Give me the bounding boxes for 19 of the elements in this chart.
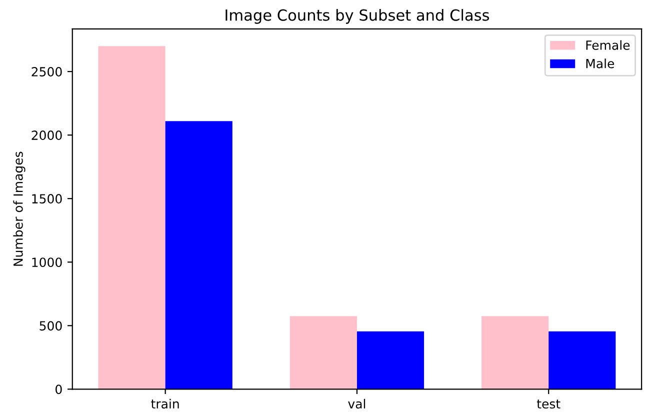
y-tick-label: 1500 — [32, 194, 62, 204]
y-tick-label: 1000 — [32, 258, 62, 268]
y-tick-label: 500 — [40, 321, 62, 331]
y-tick-label: 2000 — [32, 130, 62, 140]
x-tick-label: test — [536, 400, 560, 409]
bar — [98, 46, 166, 390]
y-tick-label: 2500 — [32, 67, 62, 76]
bar — [165, 121, 232, 390]
legend-label: Female — [586, 40, 630, 50]
x-tick-label: val — [348, 398, 366, 409]
x-tick-label: train — [151, 398, 179, 409]
legend-label: Male — [586, 58, 614, 68]
bar — [356, 331, 424, 390]
bar — [290, 316, 357, 390]
bar — [482, 316, 549, 390]
y-axis-title: Number of Images — [13, 152, 26, 266]
bar — [548, 331, 616, 390]
y-tick-label: 0 — [56, 384, 62, 394]
chart-title: Image Counts by Subset and Class — [226, 9, 489, 24]
